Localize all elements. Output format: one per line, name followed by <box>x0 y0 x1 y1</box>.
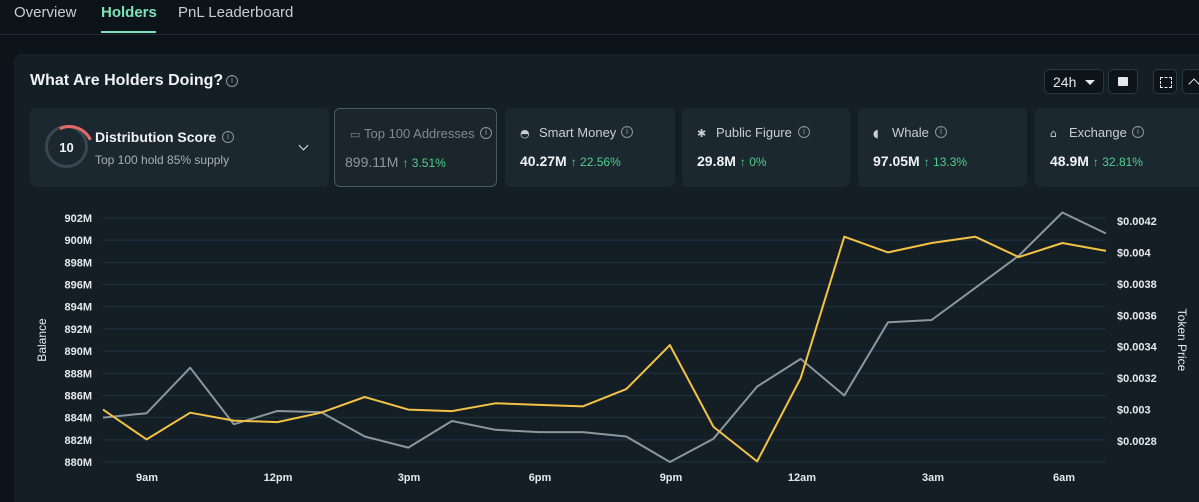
category-value: 899.11M ↑ 3.51% <box>345 154 446 170</box>
distribution-score-card[interactable]: 10 Distribution Score i Top 100 hold 85%… <box>30 108 329 187</box>
y-tick-label: 882M <box>64 435 92 447</box>
category-value: 97.05M ↑ 13.3% <box>873 153 967 169</box>
value-text: 40.27M <box>520 153 567 169</box>
category-label: Top 100 Addresses <box>364 126 475 141</box>
category-card-public-figure[interactable]: ✱ Public Figure i 29.8M ↑ 0% <box>682 108 850 187</box>
y2-tick-label: $0.003 <box>1117 405 1151 417</box>
y2-tick-label: $0.0042 <box>1117 216 1157 228</box>
period-select[interactable]: 24h <box>1044 69 1104 94</box>
y2-tick-label: $0.0034 <box>1117 342 1158 354</box>
y-tick-label: 888M <box>64 368 92 380</box>
y-tick-label: 900M <box>64 235 92 247</box>
y-tick-label: 884M <box>64 413 92 425</box>
y-tick-label: 902M <box>64 213 92 225</box>
y-tick-label: 886M <box>64 390 92 402</box>
x-tick-label: 6pm <box>529 472 552 484</box>
holders-balance-chart[interactable]: 902M 900M 898M 896M 894M 892M 890M 888M 886M 884M… <box>0 200 1199 502</box>
y-tick-label: 896M <box>64 280 92 292</box>
x-tick-label: 3pm <box>398 472 421 484</box>
panel-title: What Are Holders Doing? <box>30 72 224 89</box>
public-figure-icon: ✱ <box>697 127 707 140</box>
y-tick-label: 880M <box>64 457 92 469</box>
x-axis-ticks: 9am 12pm 3pm 6pm 9pm 12am 3am 6am <box>136 472 1075 484</box>
chevron-up-icon[interactable] <box>1182 69 1199 94</box>
chart-series <box>102 211 1107 463</box>
token-price-series-line <box>102 235 1107 463</box>
tab-holders[interactable]: Holders <box>101 4 157 21</box>
x-tick-label: 12pm <box>264 472 293 484</box>
y-tick-label: 890M <box>64 346 92 358</box>
info-icon[interactable]: i <box>1132 126 1144 138</box>
info-icon[interactable]: i <box>621 126 633 138</box>
balance-series-line <box>102 211 1107 463</box>
y2-tick-label: $0.0032 <box>1117 373 1157 385</box>
calendar-icon[interactable] <box>1108 69 1138 94</box>
value-text: 29.8M <box>697 153 736 169</box>
y2-tick-label: $0.004 <box>1117 247 1152 259</box>
x-tick-label: 9am <box>136 472 158 484</box>
x-tick-label: 3am <box>922 472 944 484</box>
x-tick-label: 12am <box>788 472 816 484</box>
category-card-top-100[interactable]: ▭ Top 100 Addresses i 899.11M ↑ 3.51% <box>334 108 497 187</box>
exchange-icon: ⌂ <box>1050 127 1057 140</box>
y2-tick-label: $0.0036 <box>1117 310 1157 322</box>
chart-grid <box>103 217 1106 463</box>
score-ring: 10 <box>45 125 88 168</box>
y2-axis-ticks: $0.0042 $0.004 $0.0038 $0.0036 $0.0034 $0.003… <box>1117 216 1158 448</box>
category-card-smart-money[interactable]: ◓ Smart Money i 40.27M ↑ 22.56% <box>505 108 675 187</box>
category-value: 40.27M ↑ 22.56% <box>520 153 621 169</box>
category-label: Smart Money <box>539 125 617 140</box>
distribution-subtitle: Top 100 hold 85% supply <box>95 153 230 167</box>
category-card-whale[interactable]: ◖ Whale i 97.05M ↑ 13.3% <box>858 108 1027 187</box>
x-tick-label: 6am <box>1053 472 1075 484</box>
period-value: 24h <box>1053 74 1077 90</box>
score-value: 10 <box>59 140 74 155</box>
value-text: 48.9M <box>1050 153 1089 169</box>
tab-overview[interactable]: Overview <box>14 4 77 21</box>
active-tab-indicator <box>101 31 156 33</box>
change-badge: ↑ 3.51% <box>402 156 446 170</box>
whale-icon: ◖ <box>873 127 879 140</box>
change-badge: ↑ 13.3% <box>923 155 968 169</box>
info-icon[interactable]: i <box>226 75 238 87</box>
caret-down-icon <box>1085 80 1095 85</box>
category-value: 48.9M ↑ 32.81% <box>1050 153 1143 169</box>
category-label: Public Figure <box>716 125 792 140</box>
y-tick-label: 898M <box>64 257 92 269</box>
distribution-title: Distribution Score <box>95 129 217 145</box>
info-icon[interactable]: i <box>480 127 492 139</box>
y-tick-label: 892M <box>64 324 92 336</box>
category-card-exchange[interactable]: ⌂ Exchange i 48.9M ↑ 32.81% <box>1035 108 1199 187</box>
change-badge: ↑ 0% <box>739 155 767 169</box>
info-icon[interactable]: i <box>935 126 947 138</box>
y2-tick-label: $0.0028 <box>1117 436 1157 448</box>
tab-bar: Overview Holders PnL Leaderboard <box>0 0 1199 35</box>
y-axis-ticks: 902M 900M 898M 896M 894M 892M 890M 888M 886M 884M… <box>64 213 92 469</box>
info-icon[interactable]: i <box>222 131 234 143</box>
tab-pnl-leaderboard[interactable]: PnL Leaderboard <box>178 4 294 21</box>
category-value: 29.8M ↑ 0% <box>697 153 767 169</box>
y-tick-label: 894M <box>64 302 92 314</box>
category-label: Exchange <box>1069 125 1127 140</box>
smart-money-icon: ◓ <box>520 127 530 140</box>
value-text: 899.11M <box>345 154 399 170</box>
wallet-icon: ▭ <box>350 128 361 141</box>
y2-axis-label: Token Price <box>1175 309 1189 372</box>
info-icon[interactable]: i <box>798 126 810 138</box>
y2-tick-label: $0.0038 <box>1117 279 1157 291</box>
change-badge: ↑ 22.56% <box>570 155 621 169</box>
axis-titles: Balance Token Price <box>35 309 1189 372</box>
y-axis-label: Balance <box>35 318 49 362</box>
x-tick-label: 9pm <box>660 472 683 484</box>
chevron-down-icon[interactable] <box>298 140 309 151</box>
expand-icon[interactable] <box>1153 69 1177 94</box>
value-text: 97.05M <box>873 153 920 169</box>
category-label: Whale <box>892 125 929 140</box>
change-badge: ↑ 32.81% <box>1092 155 1143 169</box>
